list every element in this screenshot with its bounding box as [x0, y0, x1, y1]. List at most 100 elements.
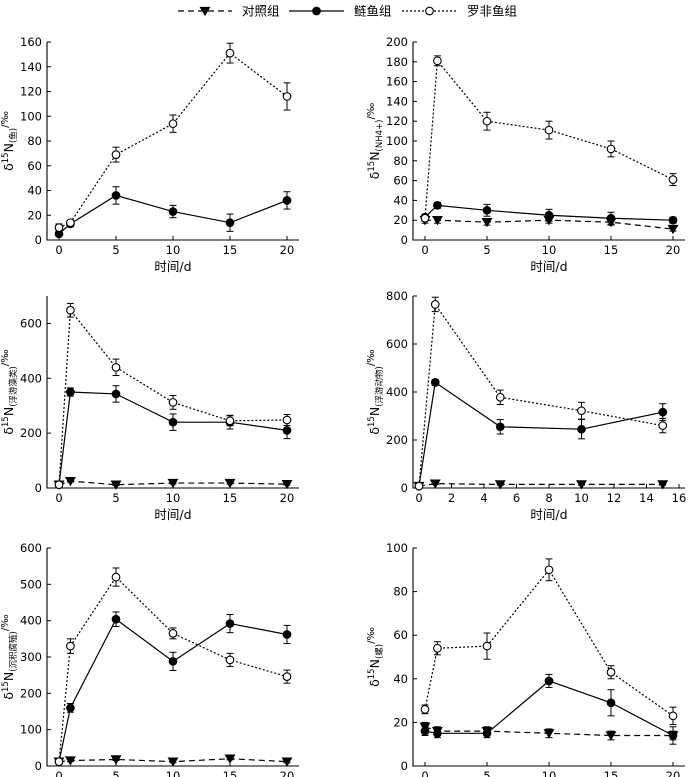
y-tick-label: 20: [393, 715, 408, 729]
y-tick-label: 80: [393, 585, 408, 599]
y-tick-label: 40: [393, 193, 408, 207]
y-tick-label: 60: [27, 159, 42, 173]
legend-label: 鲢鱼组: [354, 4, 392, 19]
y-tick-label: 80: [393, 154, 408, 168]
data-point-tilapia: [66, 641, 75, 651]
x-tick-label: 15: [223, 491, 238, 505]
y-tick-label: 200: [386, 35, 408, 49]
data-point-control: [64, 476, 76, 487]
series-silver: [420, 673, 678, 745]
data-point-tilapia: [544, 565, 554, 575]
data-point-tilapia: [606, 667, 616, 677]
y-tick-label: 100: [386, 134, 408, 148]
data-point-tilapia: [658, 421, 668, 430]
y-tick-label: 60: [393, 628, 408, 642]
data-point-tilapia: [414, 481, 424, 491]
x-tick-label: 0: [421, 769, 428, 777]
y-tick-label: 180: [386, 55, 408, 69]
data-point-control: [481, 218, 493, 228]
y-tick-label: 400: [20, 614, 42, 628]
data-point-silver: [668, 215, 678, 225]
x-tick-label: 16: [672, 491, 687, 505]
data-point-control: [167, 757, 179, 767]
chart-panel-2: 0 20 40 60 80 100 120 140 160 180 200 0 5 10 15 20 时间/d δ…: [366, 35, 685, 274]
y-tick-label: 200: [386, 433, 408, 447]
series-line: [58, 618, 288, 762]
data-point-control: [657, 480, 669, 490]
y-tick-label: 40: [27, 184, 42, 198]
series-line: [418, 483, 663, 487]
data-point-silver: [433, 728, 442, 738]
series-control: [53, 754, 293, 767]
y-axis-label: δ15N(浮游动物)/‰: [366, 349, 385, 434]
data-point-silver: [66, 703, 75, 713]
data-point-silver: [66, 387, 75, 397]
y-tick-label: 600: [386, 337, 408, 351]
x-tick-label: 10: [542, 769, 557, 777]
y-tick-label: 100: [20, 109, 42, 123]
data-point-control: [576, 480, 587, 490]
series-tilapia: [414, 296, 668, 491]
data-point-tilapia: [433, 56, 442, 66]
data-point-control: [605, 731, 617, 741]
y-tick-label: 20: [27, 208, 42, 222]
axis-lines: [46, 296, 299, 489]
data-point-tilapia: [420, 213, 430, 223]
legend-item-control: 对照组: [178, 4, 280, 19]
legend-marker-silver: [312, 6, 321, 16]
data-point-silver: [658, 407, 668, 417]
y-tick-label: 200: [20, 686, 42, 700]
data-point-tilapia: [606, 144, 616, 154]
y-tick-label: 120: [386, 114, 408, 128]
x-tick-label: 15: [223, 243, 238, 257]
data-point-control: [110, 480, 122, 490]
data-point-tilapia: [54, 223, 64, 232]
x-tick-label: 15: [223, 769, 238, 777]
data-point-tilapia: [54, 480, 64, 490]
y-tick-label: 0: [401, 233, 408, 247]
x-tick-label: 5: [112, 769, 119, 777]
legend-label: 罗非鱼组: [467, 4, 517, 19]
data-point-silver: [482, 728, 492, 738]
data-point-silver: [225, 218, 235, 228]
y-tick-label: 200: [20, 426, 42, 440]
data-point-control: [281, 479, 293, 490]
x-tick-label: 14: [639, 491, 654, 505]
x-tick-label: 5: [483, 769, 490, 777]
data-point-tilapia: [282, 92, 292, 101]
legend-label: 对照组: [242, 4, 280, 19]
y-tick-label: 0: [401, 759, 408, 773]
data-point-tilapia: [111, 362, 121, 372]
y-tick-label: 160: [20, 35, 42, 49]
data-point-silver: [430, 378, 440, 387]
series-line: [58, 758, 288, 763]
series-line: [58, 391, 288, 485]
data-point-silver: [111, 191, 121, 200]
x-tick-label: 20: [280, 769, 295, 777]
data-point-control: [667, 224, 679, 235]
x-axis-label: 时间/d: [530, 507, 567, 522]
y-tick-label: 40: [393, 672, 408, 686]
data-point-control: [431, 216, 443, 226]
data-point-control: [224, 478, 236, 489]
y-axis-label: δ15N(沉积腐殖)/‰: [0, 614, 19, 699]
data-point-tilapia: [168, 398, 178, 407]
y-tick-label: 100: [20, 723, 42, 737]
chart-panel-4: 0 200 400 600 800 0 2 4 6 8 10 12 14 16 时间/d δ15N(浮游动物)…: [366, 289, 686, 522]
y-tick-label: 0: [35, 481, 42, 495]
data-point-silver: [168, 657, 178, 666]
data-point-control: [224, 754, 236, 764]
data-point-tilapia: [111, 572, 121, 582]
series-silver: [54, 186, 292, 239]
data-point-tilapia: [282, 415, 292, 425]
data-point-silver: [282, 196, 292, 205]
data-point-tilapia: [544, 125, 554, 135]
data-point-silver: [544, 676, 554, 686]
x-tick-label: 20: [666, 769, 681, 777]
x-tick-label: 15: [604, 243, 619, 257]
x-tick-label: 6: [513, 491, 520, 505]
x-tick-label: 0: [55, 243, 62, 257]
y-tick-label: 800: [386, 289, 408, 303]
